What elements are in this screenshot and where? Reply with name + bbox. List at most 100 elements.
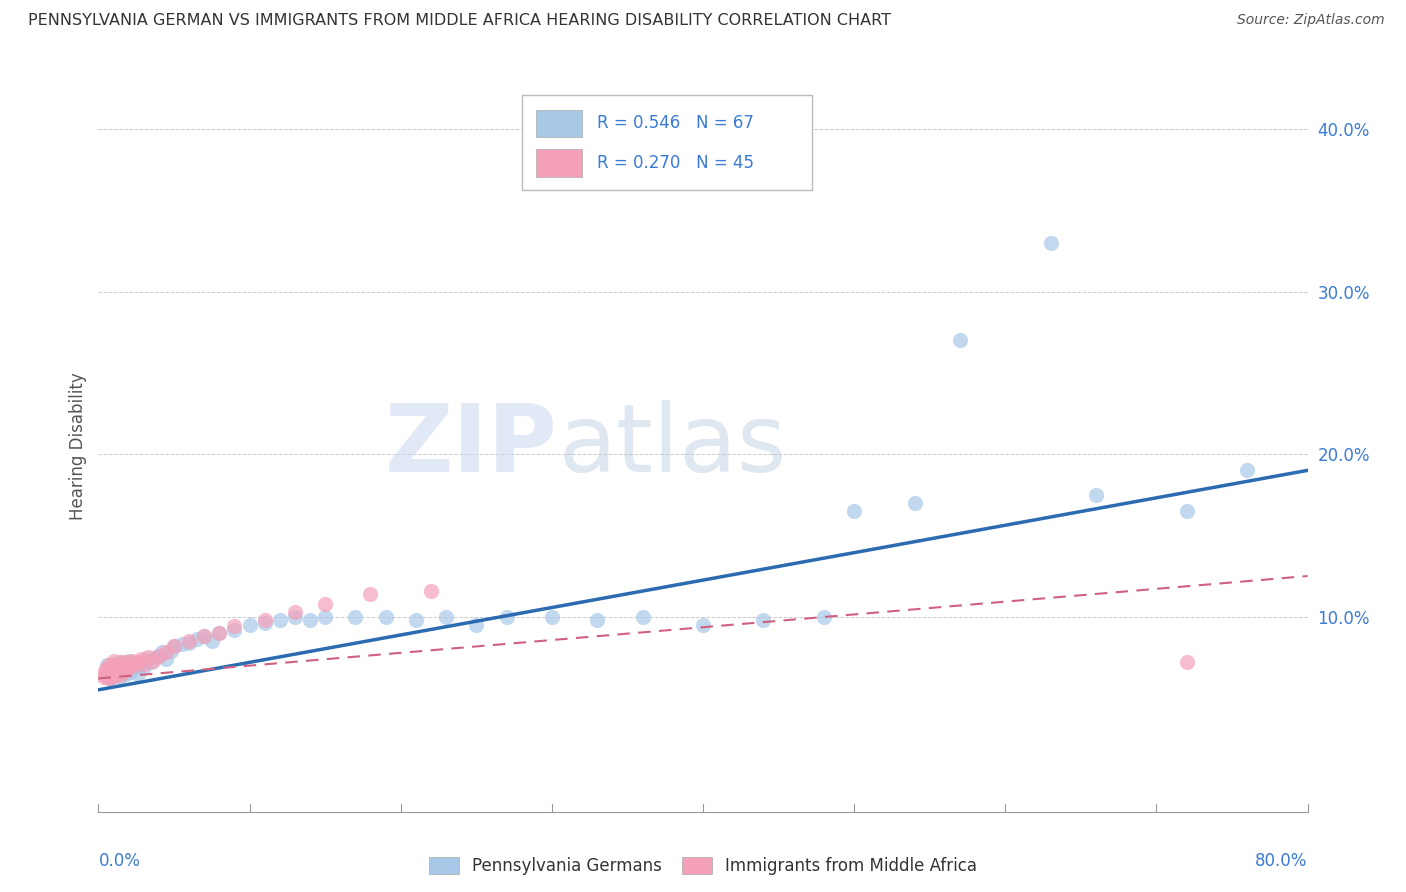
Point — [186, 632, 208, 647]
Point — [419, 583, 441, 598]
Point — [163, 639, 186, 653]
Point — [129, 652, 152, 666]
Point — [110, 662, 132, 676]
Text: R = 0.546   N = 67: R = 0.546 N = 67 — [596, 114, 754, 132]
Point — [127, 655, 149, 669]
Point — [112, 660, 135, 674]
Point — [118, 663, 141, 677]
Point — [193, 629, 215, 643]
Point — [115, 658, 138, 673]
Point — [125, 658, 148, 673]
Point — [107, 663, 129, 677]
Point — [344, 609, 367, 624]
Point — [98, 658, 121, 673]
Point — [103, 654, 125, 668]
Point — [148, 648, 170, 663]
FancyBboxPatch shape — [522, 95, 811, 190]
Point — [121, 657, 143, 671]
Point — [96, 665, 118, 679]
Point — [101, 670, 124, 684]
Point — [98, 672, 121, 686]
Point — [495, 609, 517, 624]
Point — [136, 650, 159, 665]
Point — [813, 609, 835, 624]
Point — [111, 665, 134, 679]
Point — [94, 662, 117, 676]
Point — [148, 648, 170, 663]
Point — [1175, 504, 1198, 518]
Point — [96, 658, 118, 673]
Point — [208, 626, 231, 640]
Point — [193, 629, 215, 643]
Point — [112, 658, 135, 673]
Point — [118, 660, 141, 674]
Point — [374, 609, 396, 624]
Text: 0.0%: 0.0% — [98, 853, 141, 871]
Point — [104, 665, 127, 679]
Point — [114, 655, 136, 669]
Point — [904, 496, 927, 510]
Point — [114, 666, 136, 681]
Point — [160, 644, 183, 658]
Point — [100, 668, 122, 682]
Point — [201, 634, 224, 648]
FancyBboxPatch shape — [536, 110, 582, 137]
Text: atlas: atlas — [558, 400, 786, 492]
Point — [124, 658, 146, 673]
Point — [752, 613, 775, 627]
Point — [110, 662, 132, 676]
Point — [110, 655, 132, 669]
Point — [103, 665, 125, 679]
Point — [118, 654, 141, 668]
Point — [121, 654, 143, 668]
Point — [127, 666, 149, 681]
Text: Source: ZipAtlas.com: Source: ZipAtlas.com — [1237, 13, 1385, 28]
Point — [163, 639, 186, 653]
Point — [224, 619, 246, 633]
Point — [1236, 463, 1258, 477]
Point — [405, 613, 427, 627]
Point — [360, 587, 382, 601]
Point — [135, 652, 157, 666]
Point — [314, 597, 336, 611]
Point — [105, 666, 128, 681]
Point — [844, 504, 866, 518]
Point — [208, 626, 231, 640]
Text: ZIP: ZIP — [385, 400, 558, 492]
Legend: Pennsylvania Germans, Immigrants from Middle Africa: Pennsylvania Germans, Immigrants from Mi… — [420, 849, 986, 884]
Point — [631, 609, 654, 624]
Point — [110, 655, 132, 669]
Point — [122, 662, 145, 676]
Text: 80.0%: 80.0% — [1256, 853, 1308, 871]
Point — [132, 660, 155, 674]
Point — [91, 666, 114, 681]
Point — [105, 666, 128, 681]
Point — [103, 668, 125, 682]
Text: PENNSYLVANIA GERMAN VS IMMIGRANTS FROM MIDDLE AFRICA HEARING DISABILITY CORRELAT: PENNSYLVANIA GERMAN VS IMMIGRANTS FROM M… — [28, 13, 891, 29]
Point — [284, 605, 307, 619]
Point — [299, 613, 322, 627]
Point — [101, 663, 124, 677]
Point — [103, 662, 125, 676]
Point — [155, 645, 177, 659]
Point — [1085, 488, 1108, 502]
Point — [103, 658, 125, 673]
Point — [253, 616, 276, 631]
Point — [224, 623, 246, 637]
Point — [314, 609, 336, 624]
Point — [253, 613, 276, 627]
Point — [107, 663, 129, 677]
Point — [101, 670, 124, 684]
Point — [100, 662, 122, 676]
Point — [120, 665, 142, 679]
Point — [145, 650, 167, 665]
Point — [269, 613, 291, 627]
Point — [239, 617, 262, 632]
Point — [177, 634, 201, 648]
Point — [1039, 235, 1062, 250]
Y-axis label: Hearing Disability: Hearing Disability — [69, 372, 87, 520]
Point — [284, 609, 307, 624]
Point — [103, 666, 125, 681]
Point — [1175, 655, 1198, 669]
Point — [108, 670, 131, 684]
